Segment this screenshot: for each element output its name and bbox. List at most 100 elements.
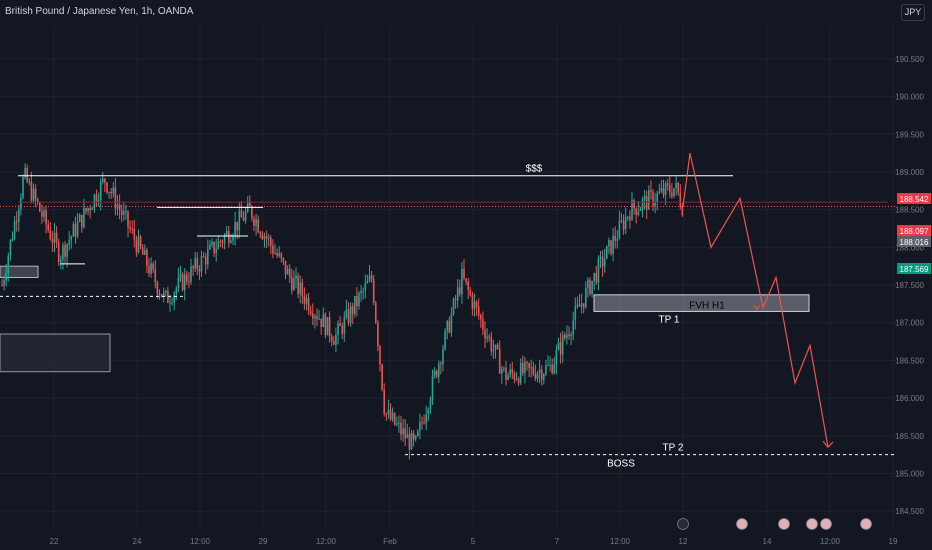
candle-body	[316, 316, 318, 320]
price-badge-label: 188.097	[900, 227, 929, 236]
candle-body	[637, 210, 640, 215]
candle-body	[622, 220, 625, 230]
candle-body	[425, 414, 427, 423]
candle-body	[664, 183, 667, 196]
event-icons	[677, 518, 872, 530]
candle-body	[1, 285, 3, 287]
candle-body	[83, 207, 85, 228]
candle-body	[654, 202, 656, 206]
candle-body	[263, 236, 266, 239]
candle-body	[192, 266, 194, 269]
candle-body	[152, 263, 154, 270]
candle-body	[375, 302, 377, 323]
boss-label: BOSS	[607, 459, 635, 470]
candle-body	[97, 200, 100, 203]
candle-body	[561, 334, 564, 355]
candle-body	[534, 373, 537, 379]
candle-body	[230, 240, 232, 243]
candle-body	[64, 245, 66, 257]
candle-body	[267, 237, 270, 239]
time-tick-label: 24	[133, 537, 142, 546]
time-tick-label: 12:00	[316, 537, 337, 546]
candle-body	[76, 222, 79, 237]
currency-button[interactable]: JPY	[901, 4, 925, 21]
candle-body	[72, 224, 75, 237]
chart-title: British Pound / Japanese Yen, 1h, OANDA	[5, 6, 194, 17]
candle-body	[213, 241, 215, 254]
candle-body	[11, 238, 14, 240]
candle-body	[45, 210, 47, 225]
flag-icon[interactable]	[778, 518, 790, 530]
candle-body	[70, 236, 73, 241]
candle-body	[211, 241, 213, 245]
candle-body	[421, 422, 423, 424]
candle-body	[526, 361, 528, 364]
candle-body	[288, 268, 291, 278]
candle-body	[496, 344, 499, 349]
candle-body	[171, 302, 173, 304]
candle-body	[74, 224, 77, 237]
candle-body	[379, 346, 381, 365]
candle-body	[339, 323, 341, 326]
candle-body	[452, 299, 455, 315]
candle-body	[261, 234, 264, 239]
candle-body	[333, 341, 335, 345]
candle-body	[545, 365, 547, 375]
price-tick-label: 188.500	[895, 206, 924, 215]
candle-body	[190, 266, 192, 282]
lightning-icon[interactable]	[677, 518, 689, 530]
candle-body	[41, 211, 43, 217]
candle-body	[444, 330, 446, 350]
candle-body	[448, 320, 451, 333]
candle-body	[272, 245, 274, 254]
candle-body	[599, 256, 602, 260]
candle-body	[347, 309, 350, 323]
candle-body	[402, 428, 404, 435]
candle-body	[517, 378, 520, 384]
candle-body	[404, 428, 406, 439]
candle-body	[467, 281, 469, 290]
candle-body	[106, 182, 108, 193]
flag-icon[interactable]	[820, 518, 832, 530]
flag-icon[interactable]	[860, 518, 872, 530]
tp2-label: TP 2	[663, 443, 684, 454]
flag-icon[interactable]	[736, 518, 748, 530]
candle-body	[645, 195, 648, 210]
candle-body	[509, 368, 511, 376]
time-tick-label: 14	[763, 537, 772, 546]
candle-body	[597, 259, 600, 283]
candle-body	[81, 214, 83, 228]
candle-body	[228, 231, 230, 243]
candle-body	[570, 334, 572, 337]
candle-body	[391, 413, 394, 420]
candle-body	[131, 228, 133, 230]
candle-body	[610, 240, 612, 254]
candle-body	[595, 272, 598, 283]
candle-body	[473, 301, 476, 309]
candle-body	[125, 211, 127, 213]
candle-body	[549, 365, 551, 367]
candle-body	[568, 334, 570, 337]
candle-body	[446, 320, 448, 331]
candle-body	[30, 181, 33, 201]
price-badge	[897, 236, 931, 247]
candle-body	[26, 167, 28, 182]
candle-body	[614, 235, 616, 241]
candle-body	[120, 209, 123, 215]
candle-body	[580, 303, 583, 307]
flag-icon[interactable]	[806, 518, 818, 530]
candle-body	[217, 240, 220, 249]
candle-body	[475, 301, 478, 307]
time-tick-label: 22	[50, 537, 59, 546]
candle-body	[469, 289, 472, 295]
candle-body	[377, 322, 379, 347]
candle-body	[328, 317, 331, 337]
candle-body	[574, 306, 577, 321]
candle-body	[364, 283, 367, 291]
candle-body	[127, 211, 129, 228]
candle-body	[572, 320, 574, 335]
candle-body	[221, 241, 224, 243]
candle-body	[108, 191, 110, 193]
candle-body	[454, 299, 457, 301]
